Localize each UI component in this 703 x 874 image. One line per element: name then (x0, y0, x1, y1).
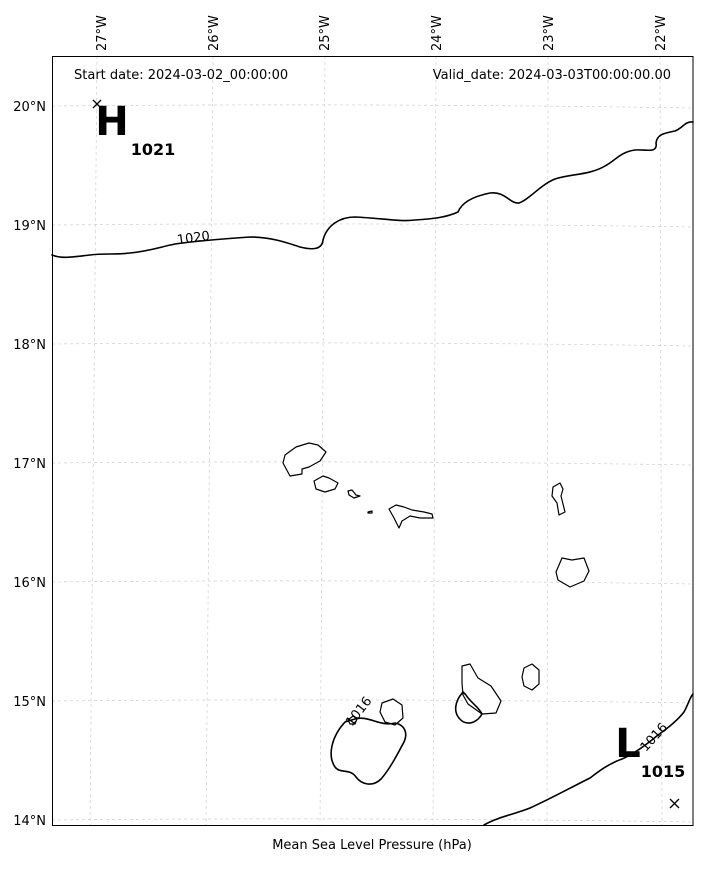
lon-label-24w: 24°W (430, 15, 445, 51)
start-date-label: Start date: 2024-03-02_00:00:00 (74, 68, 288, 83)
isobar-1016-west (330, 717, 407, 785)
isobar-label-1016-west: 1016 (343, 694, 375, 729)
low-pressure-letter: L (615, 721, 641, 767)
isobar-label-1016-southeast: 1016 (638, 720, 671, 755)
isobar-1016-southeast (483, 693, 694, 826)
lat-label-19n: 19°N (13, 219, 46, 234)
isobar-label-1020: 1020 (176, 229, 211, 248)
isobar-1020 (51, 121, 694, 259)
lat-label-15n: 15°N (13, 695, 46, 710)
lat-label-17n: 17°N (13, 457, 46, 472)
lon-label-22w: 22°W (654, 15, 669, 51)
isobar-1016-center (454, 691, 483, 724)
lon-label-23w: 23°W (542, 15, 557, 51)
low-pressure-value: 1015 (641, 762, 686, 781)
lat-label-20n: 20°N (13, 100, 46, 115)
high-pressure-letter: H (95, 99, 128, 145)
grid-parallels (51, 104, 694, 823)
high-center-marker (92, 99, 102, 109)
lat-label-18n: 18°N (13, 338, 46, 353)
lat-label-14n: 14°N (13, 814, 46, 829)
map-frame (52, 56, 694, 826)
longitude-labels: 27°W 26°W 25°W 24°W 23°W 22°W (95, 15, 669, 51)
isobars (51, 121, 694, 826)
latitude-labels: 20°N 19°N 18°N 17°N 16°N 15°N 14°N (13, 100, 46, 829)
lon-label-27w: 27°W (95, 15, 110, 51)
valid-date-label: Valid_date: 2024-03-03T00:00:00.00 (433, 68, 671, 83)
lon-label-25w: 25°W (318, 15, 333, 51)
x-axis-label: Mean Sea Level Pressure (hPa) (272, 838, 472, 853)
grid-meridians (89, 55, 663, 827)
lon-label-26w: 26°W (207, 15, 222, 51)
low-center-marker (669, 798, 680, 809)
coastlines (282, 442, 590, 726)
high-pressure-value: 1021 (131, 140, 176, 159)
lat-label-16n: 16°N (13, 576, 46, 591)
